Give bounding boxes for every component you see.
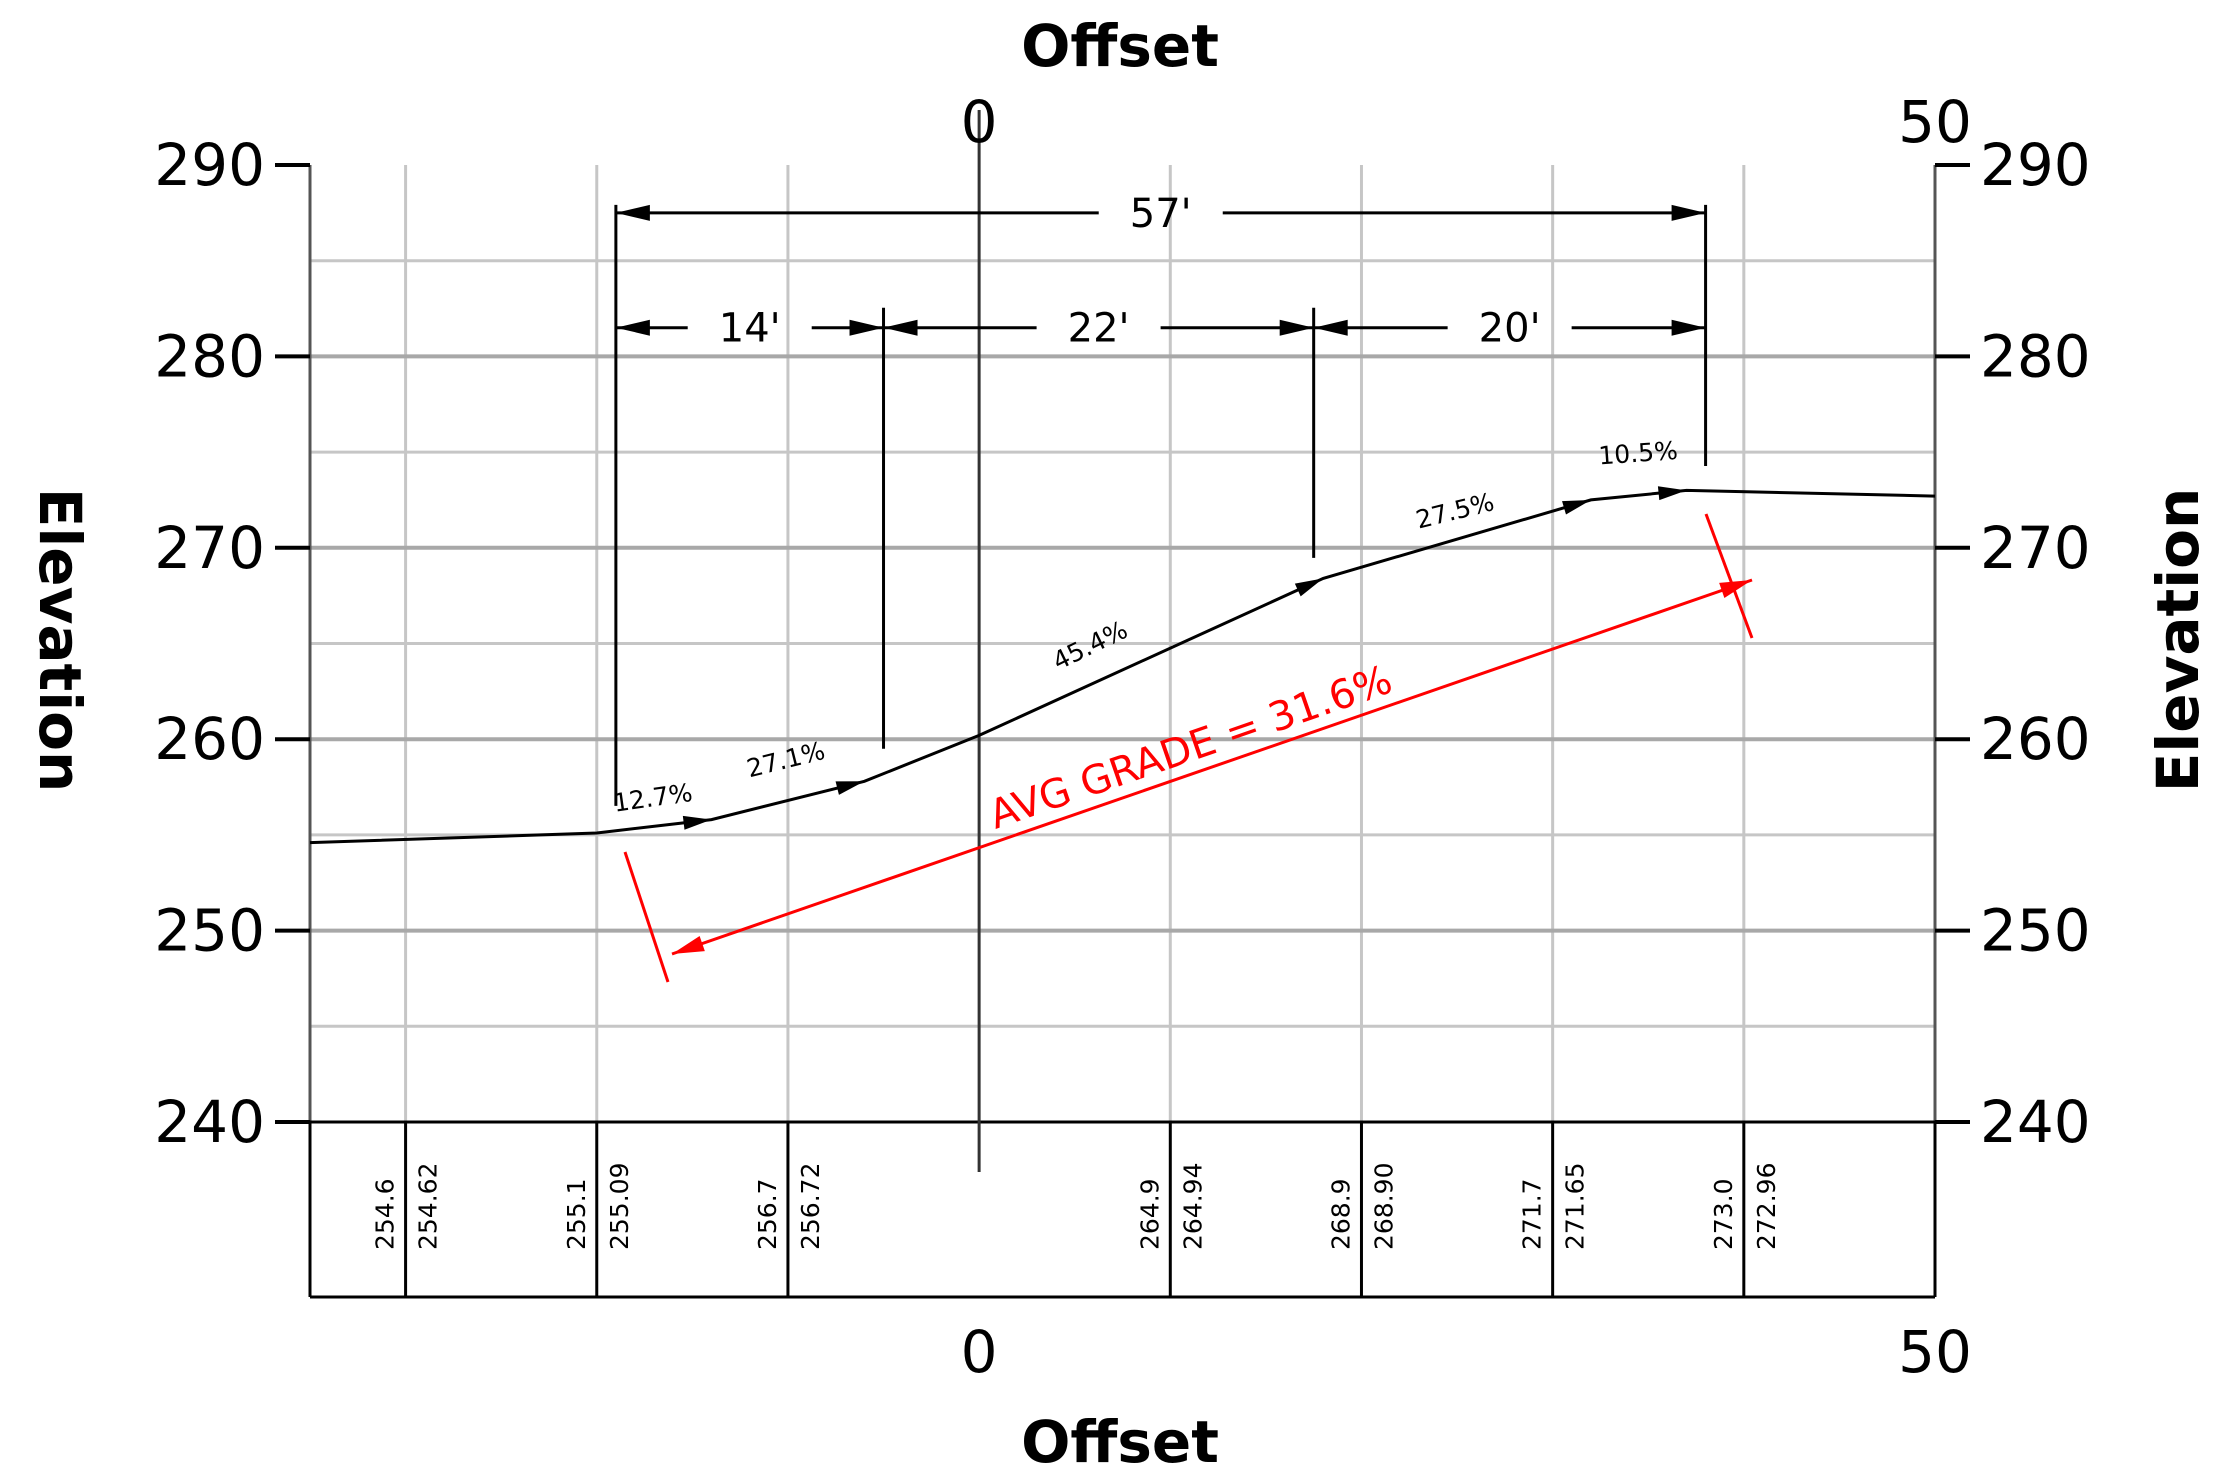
- dimension-label: 22': [1068, 306, 1130, 352]
- avg-grade-annotation: [623, 513, 1754, 983]
- avg-grade-arrowhead: [672, 935, 705, 954]
- band-existing-label: 255.1: [562, 1178, 591, 1250]
- profile-line: [309, 488, 1936, 845]
- y-tick-label-right: 290: [1980, 131, 2091, 199]
- y-tick-label-left: 260: [154, 705, 265, 773]
- y-axis-title-left: Elevation: [26, 488, 94, 793]
- grade-label: 45.4%: [1048, 615, 1132, 676]
- y-tick-label-left: 250: [154, 897, 265, 965]
- dimension-arrowhead: [883, 319, 918, 336]
- x-axis-title-bottom: Offset: [1021, 1408, 1219, 1467]
- band-existing-label: 273.0: [1709, 1178, 1738, 1250]
- x-tick-label-top: 50: [1898, 88, 1972, 156]
- band-design-label: 256.72: [796, 1163, 825, 1250]
- dimension-label: 14': [719, 306, 781, 352]
- band-design-label: 272.96: [1752, 1163, 1781, 1250]
- y-tick-label-left: 280: [154, 322, 265, 390]
- band-design-label: 264.94: [1178, 1163, 1207, 1250]
- avg-grade-label: AVG GRADE = 31.6%: [984, 657, 1398, 839]
- y-tick-label-right: 280: [1980, 322, 2091, 390]
- plot-frame: [308, 110, 1937, 1172]
- dimension-arrowhead: [1313, 319, 1348, 336]
- y-tick-label-right: 270: [1980, 514, 2091, 582]
- band-existing-label: 256.7: [753, 1178, 782, 1250]
- avg-grade-line: [671, 578, 1753, 956]
- dimension-arrowhead: [1279, 319, 1314, 336]
- x-tick-label-bottom: 50: [1898, 1318, 1972, 1386]
- dimension-arrowhead: [849, 319, 884, 336]
- y-tick-label-left: 240: [154, 1088, 265, 1156]
- grade-arrowhead: [835, 781, 865, 795]
- dimension-label: 57': [1130, 191, 1192, 237]
- x-axis-title-top: Offset: [1021, 12, 1219, 80]
- grade-label: 27.1%: [744, 736, 828, 783]
- band-existing-label: 268.9: [1326, 1178, 1355, 1250]
- band-design-label: 254.62: [414, 1163, 443, 1250]
- grade-arrowhead: [682, 815, 712, 830]
- x-tick-label-top: 0: [961, 88, 998, 156]
- band-existing-label: 264.9: [1135, 1178, 1164, 1250]
- x-tick-label-bottom: 0: [961, 1318, 998, 1386]
- grid: [310, 165, 1935, 1122]
- y-tick-label-right: 260: [1980, 705, 2091, 773]
- elevation-band: 254.6 254.62 255.1 255.09 256.7 256.72 264.9 26…: [308, 1122, 1937, 1299]
- avg-grade-extension-left: [623, 851, 670, 983]
- grade-label: 27.5%: [1413, 487, 1497, 534]
- grade-arrowhead: [1562, 499, 1591, 515]
- y-axis-title-right: Elevation: [2144, 488, 2212, 793]
- dimension-arrowhead: [615, 319, 650, 336]
- avg-grade-extension-right: [1704, 513, 1754, 639]
- y-tick-label-right: 250: [1980, 897, 2091, 965]
- dimension-arrowhead: [1671, 204, 1706, 221]
- band-existing-label: 271.7: [1518, 1178, 1547, 1250]
- dimension-arrowhead: [615, 204, 650, 221]
- y-tick-label-left: 290: [154, 131, 265, 199]
- y-tick-label-left: 270: [154, 514, 265, 582]
- grade-label: 12.7%: [612, 778, 695, 818]
- grade-label: 10.5%: [1597, 436, 1678, 470]
- band-design-label: 268.90: [1369, 1163, 1398, 1250]
- dimension-lines: 57' 14' 22' 20': [614, 191, 1708, 806]
- y-tick-label-right: 240: [1980, 1088, 2091, 1156]
- grade-arrowhead: [1294, 578, 1324, 597]
- dimension-arrowhead: [1671, 319, 1706, 336]
- axis-ticks: 240 240 250 250 260 260 270 270 280 280 290 290 0 0 50…: [154, 88, 2090, 1386]
- avg-grade-arrowhead: [1719, 580, 1752, 599]
- band-existing-label: 254.6: [371, 1178, 400, 1250]
- dimension-label: 20': [1479, 306, 1541, 352]
- grade-arrowhead: [1657, 486, 1687, 501]
- band-design-label: 271.65: [1561, 1163, 1590, 1250]
- band-design-label: 255.09: [605, 1163, 634, 1250]
